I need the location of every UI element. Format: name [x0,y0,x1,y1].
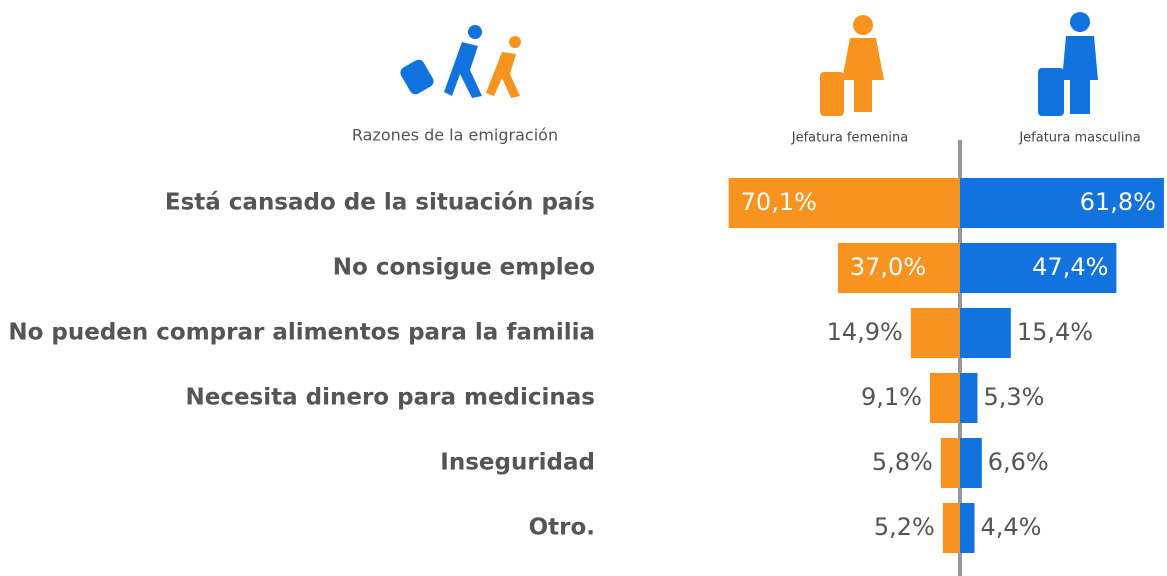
value-label: 70,1% [741,188,817,216]
category-label: No consigue empleo [333,255,595,281]
bar [960,503,975,553]
value-label: 47,4% [1032,253,1108,281]
category-label: Otro. [529,515,595,541]
male-icon [1038,12,1098,116]
bar [910,308,960,358]
value-label: 4,4% [981,513,1042,541]
value-label: 5,3% [983,383,1044,411]
bar [728,178,960,228]
value-label: 6,6% [988,448,1049,476]
legend-label: Jefatura femenina [791,131,908,146]
value-label: 14,9% [827,318,903,346]
bar [960,178,1164,228]
value-label: 37,0% [850,253,926,281]
bar [960,373,978,423]
category-header: Razones de la emigración [352,126,558,145]
category-label: No pueden comprar alimentos para la fami… [8,320,595,346]
emigration-icon [400,25,521,98]
category-label: Está cansado de la situación país [165,190,595,216]
category-label: Inseguridad [440,450,595,476]
bar [960,308,1011,358]
value-label: 61,8% [1080,188,1156,216]
bar [942,503,960,553]
value-label: 9,1% [861,383,922,411]
bar [837,243,960,293]
bar [960,243,1117,293]
value-label: 5,2% [874,513,935,541]
bar [929,373,960,423]
bar [940,438,960,488]
value-label: 5,8% [872,448,933,476]
category-label: Necesita dinero para medicinas [185,385,595,411]
legend-label: Jefatura masculina [1018,131,1140,146]
female-icon [820,15,884,116]
value-label: 15,4% [1017,318,1093,346]
bar [960,438,982,488]
